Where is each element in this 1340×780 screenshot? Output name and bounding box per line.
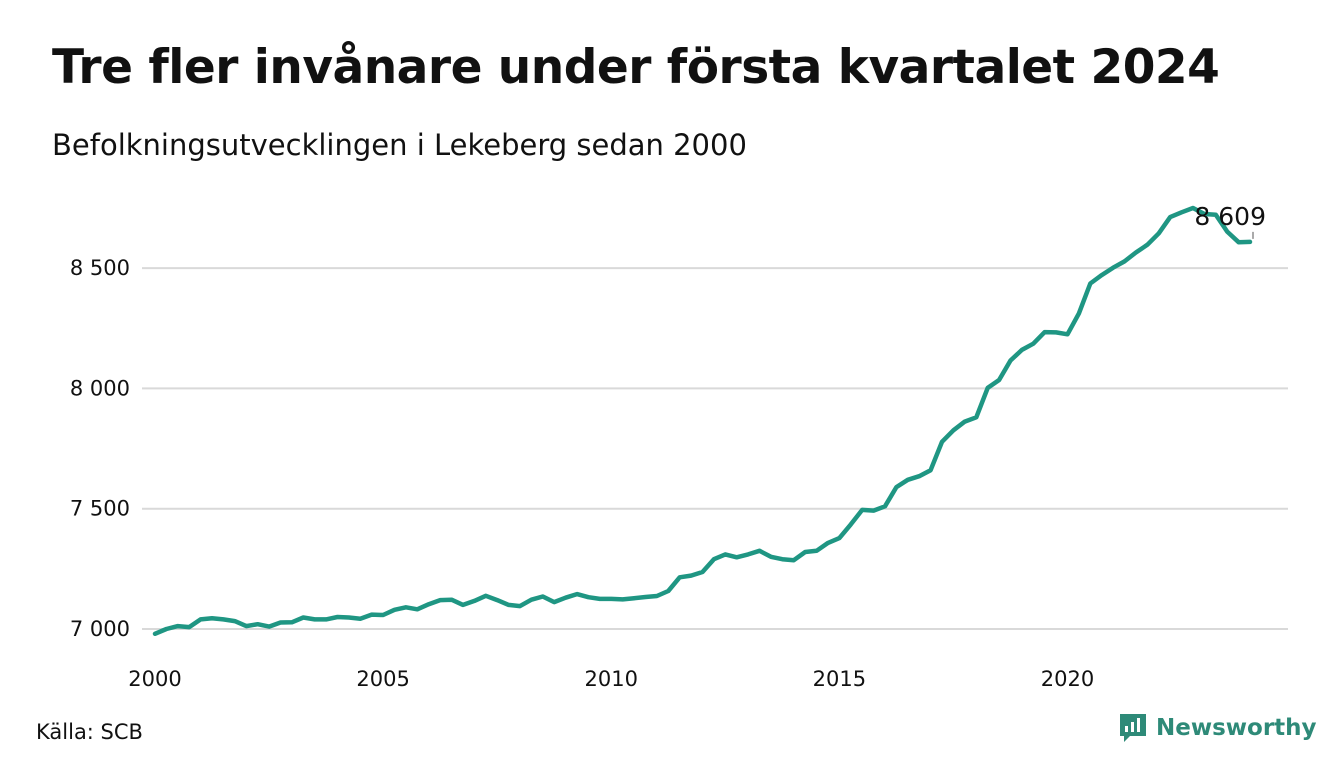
y-tick-label: 8 500 xyxy=(70,256,130,280)
x-tick-label: 2020 xyxy=(1041,667,1094,691)
y-tick-label: 7 000 xyxy=(70,617,130,641)
x-tick-label: 2015 xyxy=(813,667,866,691)
x-tick-label: 2010 xyxy=(585,667,638,691)
x-tick-label: 2005 xyxy=(356,667,409,691)
gridlines xyxy=(142,267,1288,630)
brand-logo: Newsworthy xyxy=(1118,712,1317,744)
y-axis: 7 000 7 500 8 000 8 500 xyxy=(70,256,130,641)
series-line xyxy=(152,205,1253,637)
x-tick-label: 2000 xyxy=(128,667,181,691)
newsworthy-logo-icon xyxy=(1120,714,1146,742)
end-value-label: 8 609 xyxy=(1194,202,1266,231)
y-tick-label: 7 500 xyxy=(70,497,130,521)
chart-title: Tre fler invånare under första kvartalet… xyxy=(52,40,1220,95)
x-axis: 2000 2005 2010 2015 2020 xyxy=(128,667,1094,691)
source-note: Källa: SCB xyxy=(36,720,143,744)
chart-subtitle: Befolkningsutvecklingen i Lekeberg sedan… xyxy=(52,128,747,162)
series-layer xyxy=(152,205,1253,637)
y-tick-label: 8 000 xyxy=(70,376,130,400)
end-label-layer: 8 609 xyxy=(1194,202,1266,239)
brand-name: Newsworthy xyxy=(1156,715,1317,741)
